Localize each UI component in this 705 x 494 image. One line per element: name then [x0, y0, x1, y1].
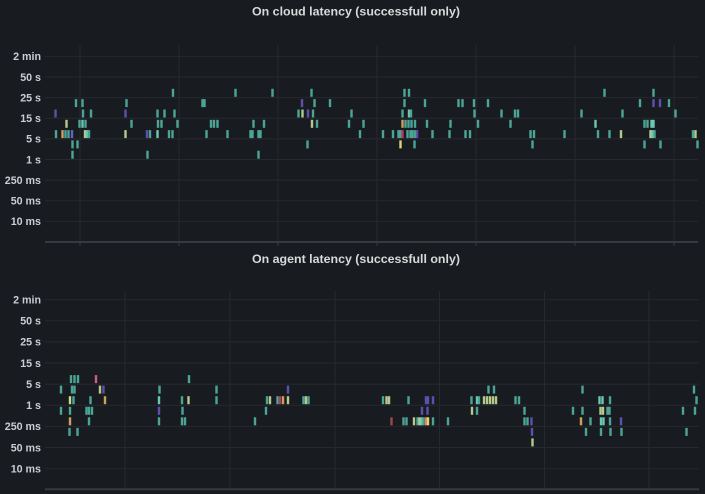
svg-text:25 s: 25 s: [20, 92, 41, 104]
svg-text:10 ms: 10 ms: [11, 463, 41, 475]
svg-text:2 min: 2 min: [13, 294, 41, 306]
svg-text:5 s: 5 s: [26, 379, 41, 391]
svg-text:15 s: 15 s: [20, 113, 41, 125]
svg-text:50 s: 50 s: [20, 72, 41, 84]
svg-text:On agent latency (successfull: On agent latency (successfull only): [252, 252, 460, 266]
svg-text:50 ms: 50 ms: [11, 442, 41, 454]
svg-text:10 ms: 10 ms: [11, 216, 41, 228]
svg-text:250 ms: 250 ms: [5, 175, 41, 187]
svg-text:2 min: 2 min: [13, 51, 41, 63]
svg-text:15 s: 15 s: [20, 358, 41, 370]
svg-text:50 s: 50 s: [20, 316, 41, 328]
svg-text:1 s: 1 s: [26, 400, 41, 412]
svg-text:1 s: 1 s: [26, 154, 41, 166]
svg-text:250 ms: 250 ms: [5, 421, 41, 433]
svg-text:50 ms: 50 ms: [11, 196, 41, 208]
svg-text:25 s: 25 s: [20, 337, 41, 349]
svg-text:5 s: 5 s: [26, 134, 41, 146]
svg-text:On cloud latency (successfull: On cloud latency (successfull only): [252, 5, 460, 19]
